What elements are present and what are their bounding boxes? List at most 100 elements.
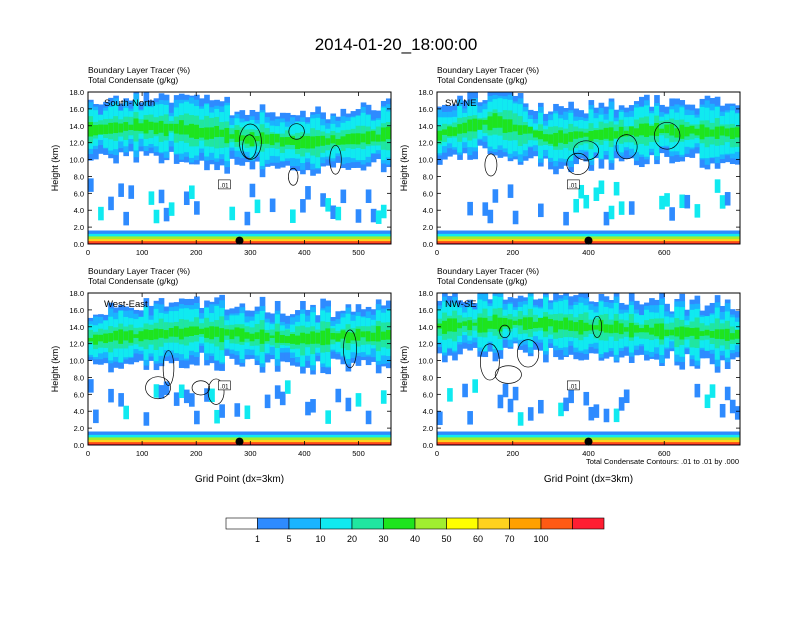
cloud-cell	[689, 328, 696, 336]
cloud-cell	[335, 333, 342, 342]
cloud-cell	[724, 128, 731, 137]
cloud-cell	[633, 325, 640, 333]
panel-section-label: South-North	[104, 98, 155, 109]
cloud-cell	[128, 330, 135, 343]
cloud-cell	[467, 119, 473, 132]
condensate-contour	[653, 121, 681, 150]
mid-cell	[512, 210, 519, 225]
panel-2: .01 0.0 2.0 4.0 6.0 8.0 10.0 12.0 14.0 16.0 18.0 0 2…	[399, 65, 741, 257]
colorbar-label: 50	[441, 534, 451, 544]
mid-cell	[734, 406, 740, 420]
mid-cell	[234, 403, 241, 417]
y-axis-label: Height (km)	[50, 145, 60, 192]
contour-label: .01	[569, 183, 578, 189]
cloud-cell	[462, 321, 468, 326]
panel-title-line: Total Condensate (g/kg)	[437, 276, 527, 286]
mid-cell	[88, 178, 94, 192]
mid-cell	[467, 411, 473, 425]
colorbar-swatch	[383, 517, 416, 530]
cloud-cell	[543, 316, 549, 332]
cloud-cell	[709, 129, 716, 137]
mid-cell	[244, 211, 251, 226]
cloud-cell	[234, 327, 241, 337]
y-tick-label: 8.0	[74, 373, 84, 382]
y-tick-label: 8.0	[423, 172, 433, 181]
mid-cell	[93, 409, 99, 424]
colorbar-swatch	[257, 517, 290, 530]
cloud-cell	[472, 118, 478, 132]
mid-cell	[684, 194, 691, 209]
mid-cell	[628, 201, 635, 215]
cloud-cell	[214, 125, 220, 138]
y-tick-label: 4.0	[74, 206, 84, 215]
mid-cell	[305, 401, 311, 416]
cloud-cell	[219, 129, 225, 137]
y-tick-label: 18.0	[69, 289, 84, 298]
condensate-contour	[288, 123, 305, 140]
mid-cell	[472, 379, 478, 393]
mid-cell	[669, 207, 675, 221]
cloud-cell	[138, 331, 145, 342]
contour-label: .01	[569, 384, 578, 390]
cloud-cell	[694, 327, 701, 340]
y-tick-label: 8.0	[423, 373, 433, 382]
cloud-cell	[274, 331, 281, 343]
y-tick-label: 6.0	[74, 189, 84, 198]
cloud-cell	[380, 127, 387, 142]
mid-cell	[375, 210, 382, 224]
cloud-cell	[649, 327, 655, 335]
mid-cell	[189, 393, 195, 407]
y-tick-label: 12.0	[69, 340, 84, 349]
mid-cell	[593, 404, 600, 418]
mid-cell	[209, 388, 215, 403]
cloud-cell	[618, 323, 625, 335]
mid-cell	[123, 211, 129, 226]
mid-cell	[704, 394, 711, 409]
cloud-cell	[659, 323, 665, 340]
mid-cell	[118, 393, 124, 407]
mid-cell	[512, 386, 519, 401]
cloud-cell	[310, 136, 316, 149]
cloud-cell	[437, 323, 443, 329]
contour-label-box	[567, 179, 580, 190]
condensate-contour	[162, 350, 175, 386]
cloud-cell	[482, 317, 489, 333]
cloud-cell	[375, 326, 382, 342]
cloud-cell	[305, 333, 311, 345]
cloud-cell	[269, 133, 276, 146]
cloud-cell	[724, 328, 731, 341]
cloud-cell	[492, 314, 499, 330]
mid-cell	[679, 194, 686, 209]
mid-cell	[325, 410, 331, 424]
cloud-cell	[482, 119, 489, 125]
mid-cell	[447, 388, 453, 402]
mid-cell	[335, 388, 342, 403]
mid-cell	[148, 191, 155, 205]
condensate-contour	[242, 134, 257, 159]
mid-cell	[694, 383, 701, 398]
mid-cell	[719, 195, 726, 209]
cloud-cell	[320, 330, 326, 346]
colorbar-swatch	[288, 517, 321, 530]
cloud-cell	[628, 322, 635, 338]
cloud-cell	[507, 319, 514, 329]
cloud-cell	[168, 327, 175, 337]
cloud-cell	[467, 320, 473, 331]
mid-cell	[128, 185, 135, 199]
colorbar-label: 40	[410, 534, 420, 544]
cloud-cell	[487, 320, 494, 329]
cloud-cell	[548, 134, 554, 144]
y-tick-label: 0.0	[423, 240, 433, 249]
cloud-cell	[249, 333, 256, 342]
cloud-cell	[340, 330, 347, 339]
cloud-cell	[158, 120, 165, 133]
cloud-cell	[274, 134, 281, 143]
cloud-cell	[133, 334, 140, 338]
mid-cell	[719, 403, 726, 418]
cloud-cell	[578, 320, 585, 335]
cloud-cell	[684, 327, 691, 337]
cloud-cell	[512, 320, 519, 325]
y-tick-label: 16.0	[69, 306, 84, 315]
cloud-cell	[113, 122, 119, 134]
cloud-cell	[305, 136, 311, 149]
